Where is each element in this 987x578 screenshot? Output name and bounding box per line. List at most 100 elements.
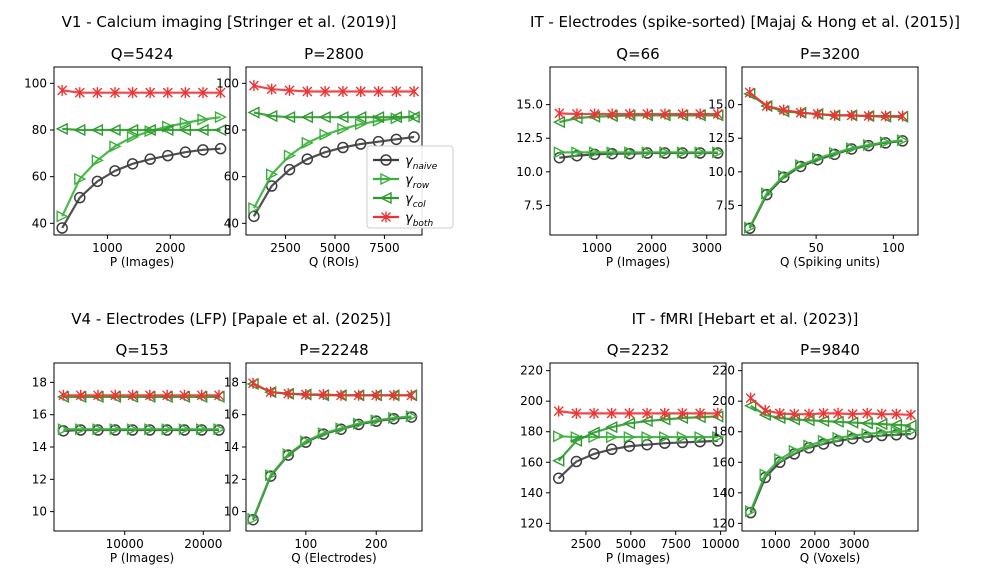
data-point-both bbox=[320, 86, 331, 97]
series-line-both bbox=[253, 84, 415, 93]
y-tick-label: 180 bbox=[712, 425, 735, 439]
y-tick-label: 15.0 bbox=[708, 98, 735, 112]
x-tick-label: 2000 bbox=[636, 241, 667, 255]
data-point-row bbox=[676, 146, 690, 159]
data-point-col bbox=[587, 426, 600, 439]
y-tick-label: 14 bbox=[224, 440, 239, 454]
y-tick-label: 40 bbox=[32, 216, 47, 230]
data-point-row bbox=[266, 168, 279, 181]
data-point-both bbox=[677, 407, 688, 419]
y-tick-label: 200 bbox=[520, 394, 543, 408]
axes-frame bbox=[549, 66, 727, 236]
data-point-both bbox=[606, 407, 617, 419]
data-point-both bbox=[406, 389, 417, 401]
legend-symbol: γ bbox=[405, 173, 414, 188]
data-point-col bbox=[354, 111, 367, 124]
subplot-title: P=2800 bbox=[304, 45, 364, 63]
data-point-row bbox=[553, 146, 566, 159]
data-point-both bbox=[778, 104, 789, 116]
data-point-row bbox=[676, 430, 689, 444]
data-point-both bbox=[373, 86, 384, 97]
subplot-4: P=3200 50 100 7.5 10.0 12.5 15.0 Q (Spiking uni… bbox=[708, 45, 919, 269]
data-point-row bbox=[694, 146, 707, 159]
data-point-row bbox=[390, 112, 403, 125]
data-point-both bbox=[642, 108, 653, 120]
data-point-row bbox=[744, 221, 757, 234]
data-point-both bbox=[712, 407, 723, 419]
data-point-both bbox=[905, 409, 916, 421]
data-point-both bbox=[388, 389, 399, 401]
y-tick-label: 200 bbox=[712, 394, 735, 408]
data-point-both bbox=[145, 87, 156, 99]
series-line-naive bbox=[748, 139, 903, 229]
data-point-both bbox=[876, 408, 887, 420]
data-point-col bbox=[196, 123, 209, 137]
data-point-col bbox=[126, 123, 139, 137]
data-point-both bbox=[337, 86, 348, 97]
y-tick-label: 100 bbox=[216, 76, 239, 90]
x-tick-label: 10000 bbox=[106, 537, 144, 551]
x-tick-label: 5000 bbox=[320, 241, 351, 255]
series-line-naive bbox=[559, 151, 718, 159]
data-point-naive bbox=[91, 175, 104, 188]
data-point-row bbox=[388, 411, 401, 425]
series-line-both bbox=[749, 397, 911, 417]
data-point-both bbox=[589, 108, 600, 120]
data-point-col bbox=[875, 417, 888, 431]
data-point-both bbox=[409, 86, 420, 97]
data-point-row bbox=[588, 146, 602, 159]
data-point-row bbox=[846, 429, 860, 442]
data-point-row bbox=[247, 512, 260, 526]
legend-marker-naive bbox=[380, 154, 392, 166]
legend-symbol: γ bbox=[405, 192, 414, 207]
x-axis-label: Q (ROIs) bbox=[309, 255, 359, 269]
data-point-both bbox=[248, 377, 259, 389]
x-axis-label: P (Images) bbox=[606, 551, 670, 565]
data-point-row bbox=[317, 427, 331, 440]
data-point-both bbox=[300, 389, 311, 400]
data-point-row bbox=[788, 444, 801, 457]
data-point-naive bbox=[588, 448, 600, 460]
series-line-row bbox=[749, 429, 911, 512]
series-line-row bbox=[252, 114, 415, 209]
data-point-naive bbox=[390, 133, 403, 146]
data-point-both bbox=[109, 87, 120, 99]
y-tick-label: 14 bbox=[32, 440, 47, 454]
series-line-naive bbox=[557, 439, 718, 480]
data-point-row bbox=[876, 426, 889, 439]
legend-label-col: γcol bbox=[405, 192, 426, 210]
y-tick-label: 120 bbox=[520, 516, 543, 530]
y-tick-label: 15.0 bbox=[516, 98, 543, 112]
x-axis-label: P (Images) bbox=[606, 255, 670, 269]
subplot-2: P=2800 2500 5000 7500 40 60 80 100 Q (ROIs) bbox=[216, 45, 423, 269]
data-point-row bbox=[712, 430, 725, 444]
series-line-col bbox=[253, 111, 415, 119]
x-tick-label: 50 bbox=[808, 241, 823, 255]
y-tick-label: 220 bbox=[520, 364, 543, 378]
data-point-row bbox=[178, 423, 191, 436]
data-point-naive bbox=[408, 131, 420, 143]
data-point-both bbox=[803, 408, 814, 420]
data-point-row bbox=[144, 125, 157, 138]
legend-symbol: γ bbox=[405, 154, 414, 169]
data-point-col bbox=[622, 417, 636, 430]
x-tick-label: 2000 bbox=[155, 241, 186, 255]
data-point-both bbox=[248, 80, 259, 92]
data-point-row bbox=[264, 469, 278, 482]
y-tick-label: 12 bbox=[224, 472, 239, 486]
legend-label-row: γrow bbox=[405, 173, 430, 191]
group-title-v4: V4 - Electrodes (LFP) [Papale et al. (20… bbox=[71, 310, 390, 328]
x-tick-label: 200 bbox=[365, 537, 388, 551]
data-point-both bbox=[847, 408, 858, 420]
data-point-naive bbox=[337, 141, 349, 154]
data-point-both bbox=[880, 110, 891, 122]
legend-subscript: both bbox=[413, 219, 434, 229]
data-point-both bbox=[127, 389, 138, 401]
data-point-row bbox=[74, 172, 87, 186]
y-tick-label: 10.0 bbox=[708, 165, 735, 179]
legend-marker-row bbox=[380, 172, 393, 186]
data-point-both bbox=[215, 87, 226, 99]
data-point-both bbox=[863, 110, 874, 122]
data-point-both bbox=[642, 407, 653, 419]
data-point-row bbox=[126, 423, 140, 436]
